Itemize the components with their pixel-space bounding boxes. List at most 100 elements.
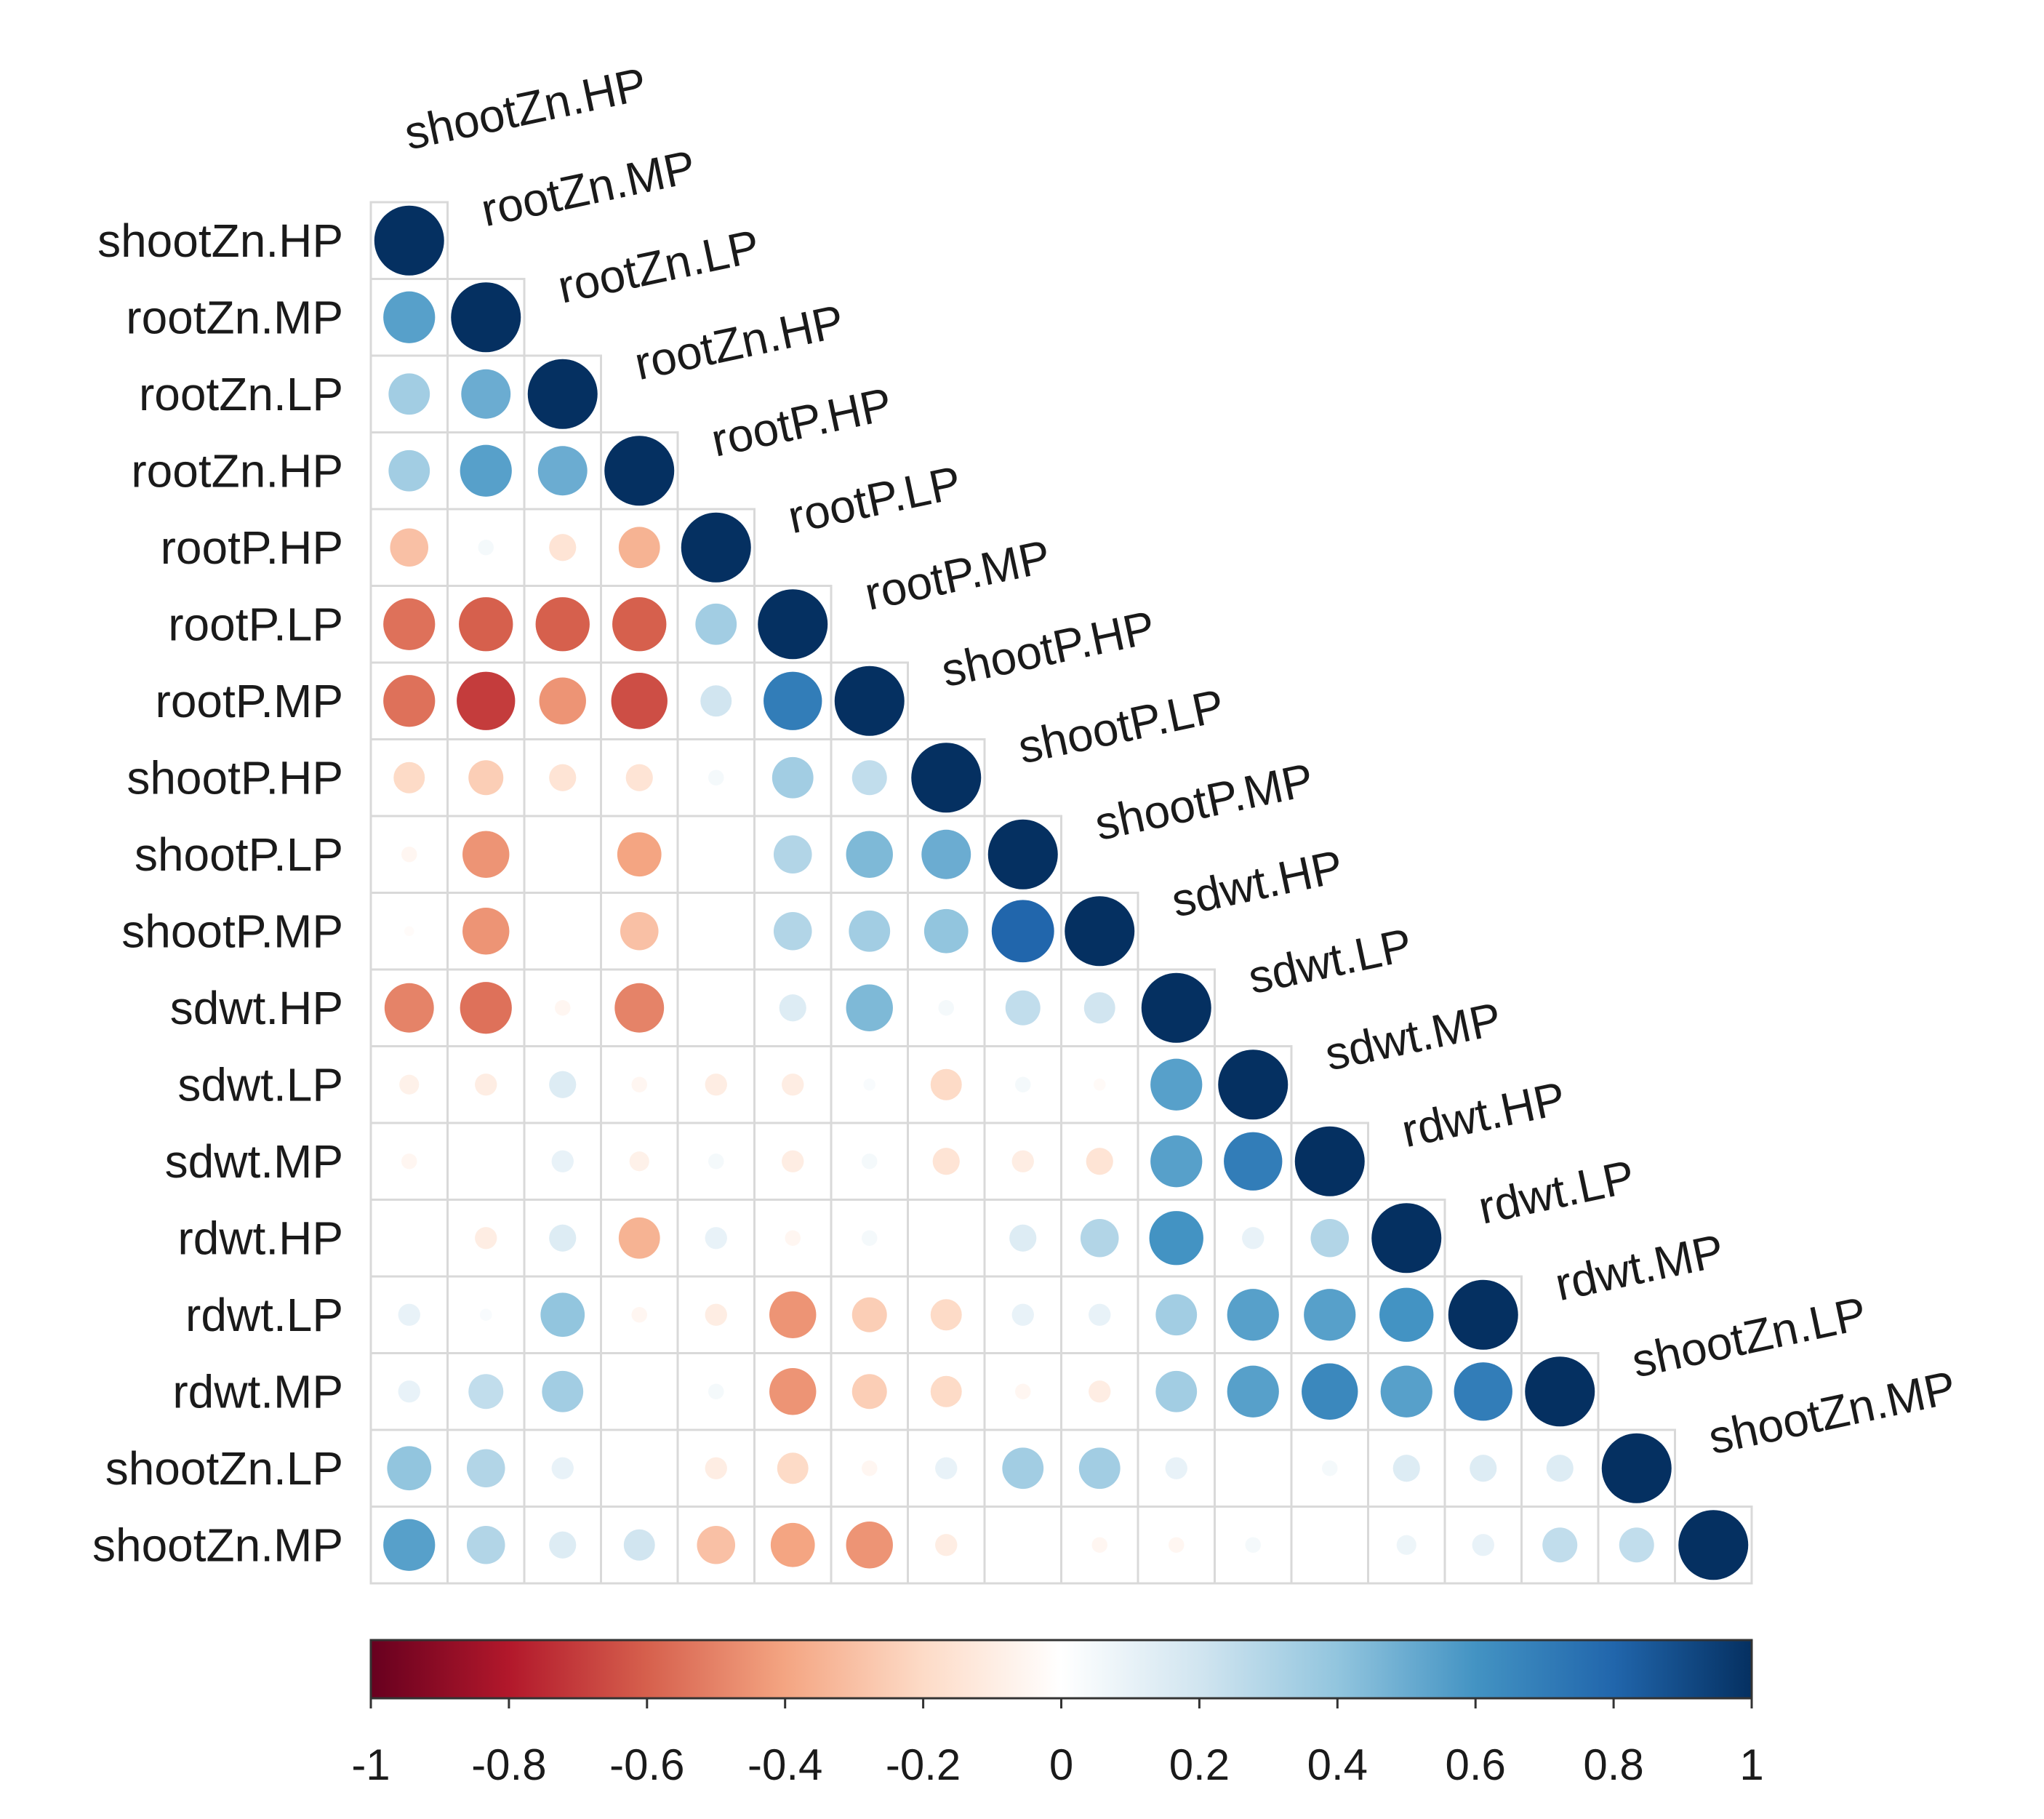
correlation-circle-rootP.HP-shootZn.HP — [390, 528, 429, 567]
matrix-cell — [446, 1122, 526, 1201]
correlation-circle-rootP.HP-rootP.HP — [681, 512, 751, 583]
correlation-circle-rootZn.LP-rootZn.LP — [527, 359, 598, 429]
correlation-circle-shootP.HP-rootZn.LP — [549, 764, 577, 791]
matrix-cell — [600, 1352, 679, 1431]
correlation-circle-rootP.HP-rootZn.LP — [549, 534, 577, 561]
correlation-circle-rdwt.MP-rootP.HP — [708, 1383, 724, 1399]
correlation-circle-sdwt.MP-shootP.LP — [1011, 1150, 1034, 1172]
correlation-circle-sdwt.HP-shootP.LP — [1005, 990, 1041, 1026]
correlation-circle-sdwt.LP-rootZn.LP — [549, 1071, 577, 1098]
correlation-circle-rootP.MP-rootZn.MP — [457, 671, 516, 730]
correlation-circle-rdwt.LP-shootP.LP — [1011, 1303, 1034, 1326]
correlation-circle-rdwt.MP-shootZn.HP — [398, 1380, 420, 1403]
correlation-circle-rootP.MP-rootZn.HP — [611, 673, 668, 729]
correlation-circle-shootP.MP-rootP.MP — [849, 910, 891, 952]
correlation-circle-shootZn.LP-rootP.LP — [777, 1452, 809, 1484]
correlation-circle-shootZn.LP-shootZn.LP — [1601, 1433, 1672, 1503]
matrix-cell — [676, 815, 756, 894]
correlation-circle-shootP.MP-shootZn.HP — [404, 926, 414, 937]
row-labels: shootZn.HP rootZn.MP rootZn.LP rootZn.HP roo… — [92, 215, 343, 1572]
correlation-circle-sdwt.MP-rootZn.HP — [629, 1151, 649, 1172]
correlation-circle-rdwt.MP-rootZn.MP — [468, 1374, 504, 1410]
correlation-circle-rdwt.MP-shootP.MP — [1089, 1380, 1111, 1403]
row-label-rootP.HP: rootP.HP — [161, 521, 343, 574]
correlation-circle-sdwt.HP-shootZn.HP — [384, 983, 434, 1033]
correlation-circle-shootP.MP-shootP.HP — [923, 908, 969, 954]
correlation-circle-rootP.HP-rootZn.HP — [618, 527, 660, 569]
correlation-circle-shootP.MP-rootZn.MP — [462, 908, 510, 955]
colorbar-tick-label: -1 — [351, 1740, 390, 1789]
correlation-circle-rdwt.MP-rootZn.LP — [542, 1370, 584, 1412]
correlation-circle-rdwt.HP-rootZn.HP — [618, 1217, 660, 1259]
correlation-circle-rdwt.HP-rootZn.MP — [475, 1227, 497, 1250]
correlation-circle-sdwt.HP-shootP.HP — [938, 1000, 954, 1016]
column-label-sdwt.MP: sdwt.MP — [1320, 992, 1506, 1080]
correlation-circle-rdwt.LP-rootZn.HP — [631, 1307, 647, 1323]
correlation-circle-shootZn.LP-rdwt.LP — [1470, 1455, 1497, 1482]
correlation-circle-shootZn.LP-shootP.LP — [1002, 1447, 1044, 1490]
correlation-circle-sdwt.LP-sdwt.LP — [1218, 1050, 1288, 1120]
correlation-circle-sdwt.HP-shootP.MP — [1083, 992, 1115, 1024]
correlation-circle-rdwt.LP-rdwt.HP — [1379, 1287, 1434, 1342]
correlation-circle-shootP.HP-shootP.HP — [911, 743, 982, 813]
colorbar-tick-label: -0.6 — [609, 1740, 684, 1789]
correlation-circle-shootZn.LP-rdwt.HP — [1392, 1455, 1420, 1482]
matrix-cell — [1674, 1506, 1753, 1585]
correlation-circle-rdwt.MP-rdwt.LP — [1454, 1362, 1512, 1421]
row-label-rootP.MP: rootP.MP — [156, 675, 344, 727]
correlation-circle-rdwt.HP-rootZn.LP — [549, 1224, 577, 1252]
correlation-circle-sdwt.HP-sdwt.HP — [1141, 972, 1211, 1043]
row-label-shootZn.LP: shootZn.LP — [105, 1442, 343, 1495]
column-label-shootP.HP: shootP.HP — [937, 601, 1159, 697]
correlation-circle-rootP.LP-rootZn.LP — [535, 597, 590, 652]
correlation-circle-rdwt.MP-rootP.MP — [851, 1374, 887, 1410]
correlation-circle-rootP.HP-rootZn.MP — [478, 540, 494, 556]
matrix-cell — [676, 968, 756, 1047]
correlation-circle-rdwt.LP-shootP.MP — [1089, 1303, 1111, 1326]
colorbar-tick-label: 0 — [1049, 1740, 1073, 1789]
row-label-rdwt.LP: rdwt.LP — [185, 1289, 343, 1341]
column-label-shootZn.MP: shootZn.MP — [1704, 1361, 1960, 1464]
matrix-cell — [1290, 1506, 1369, 1585]
correlation-circle-shootZn.MP-shootZn.MP — [1678, 1510, 1749, 1580]
correlation-circle-rdwt.HP-shootP.LP — [1009, 1224, 1037, 1252]
correlation-circle-sdwt.MP-sdwt.MP — [1294, 1126, 1365, 1196]
correlation-circle-shootZn.MP-rootP.LP — [770, 1522, 815, 1567]
row-label-sdwt.LP: sdwt.LP — [177, 1058, 343, 1111]
correlation-circle-rdwt.MP-rdwt.HP — [1380, 1365, 1432, 1418]
correlation-circle-rdwt.HP-sdwt.LP — [1242, 1227, 1265, 1250]
correlation-circle-sdwt.LP-rootP.MP — [863, 1078, 876, 1091]
matrix-cell — [676, 892, 756, 971]
row-label-sdwt.HP: sdwt.HP — [170, 982, 343, 1034]
column-label-rdwt.HP: rdwt.HP — [1397, 1071, 1570, 1157]
colorbar-tick-label: 0.6 — [1445, 1740, 1505, 1789]
correlation-circle-sdwt.MP-shootZn.HP — [401, 1154, 417, 1170]
correlation-circle-rdwt.LP-sdwt.HP — [1155, 1294, 1198, 1336]
colorbar: -1 -0.8 -0.6 -0.4 -0.2 0 0.2 0.4 0.6 0.8 1 — [351, 1639, 1764, 1789]
correlation-circle-rootZn.HP-rootZn.HP — [604, 436, 675, 506]
correlation-circle-rootP.LP-rootP.HP — [695, 603, 737, 645]
correlation-circle-rdwt.MP-sdwt.LP — [1227, 1365, 1279, 1418]
correlation-circle-shootP.MP-shootP.LP — [991, 900, 1054, 963]
correlation-circle-rdwt.HP-rootP.MP — [862, 1230, 878, 1246]
correlation-circle-sdwt.HP-rootZn.MP — [460, 982, 512, 1034]
row-label-shootP.LP: shootP.LP — [135, 828, 343, 881]
correlation-circle-sdwt.LP-shootZn.HP — [399, 1074, 420, 1095]
correlation-circle-sdwt.LP-shootP.MP — [1093, 1078, 1106, 1091]
correlation-circle-shootZn.MP-rootP.HP — [697, 1525, 736, 1564]
correlation-circle-sdwt.MP-sdwt.LP — [1224, 1132, 1283, 1191]
correlation-circle-rootZn.MP-shootZn.HP — [383, 291, 436, 343]
correlation-circle-shootZn.MP-sdwt.HP — [1169, 1537, 1185, 1553]
correlation-circle-sdwt.LP-sdwt.HP — [1150, 1058, 1203, 1111]
correlation-circle-shootP.HP-rootZn.HP — [625, 764, 653, 791]
correlation-circle-rootP.LP-rootZn.MP — [459, 597, 513, 652]
correlation-circle-sdwt.HP-rootZn.LP — [555, 1000, 571, 1016]
correlation-circle-shootZn.LP-rootP.MP — [862, 1460, 878, 1476]
correlation-circle-rootP.LP-shootZn.HP — [383, 598, 436, 650]
correlation-circle-shootZn.MP-sdwt.LP — [1245, 1537, 1261, 1553]
matrix-cell — [523, 892, 602, 971]
correlation-circle-shootP.LP-rootZn.MP — [462, 831, 510, 878]
row-label-rdwt.HP: rdwt.HP — [177, 1212, 343, 1264]
correlation-circle-rdwt.MP-sdwt.HP — [1155, 1370, 1198, 1412]
correlation-circle-rdwt.HP-sdwt.MP — [1310, 1218, 1350, 1258]
